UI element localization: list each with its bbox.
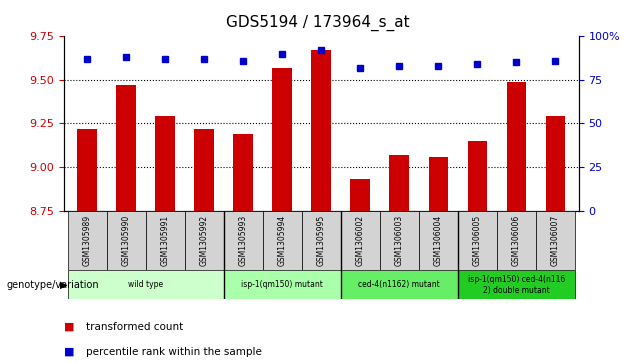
Bar bbox=[389, 155, 409, 211]
Bar bbox=[301, 211, 341, 270]
Bar bbox=[458, 211, 497, 270]
Text: ▶: ▶ bbox=[60, 280, 68, 290]
Text: isp-1(qm150) mutant: isp-1(qm150) mutant bbox=[241, 281, 323, 289]
Bar bbox=[233, 134, 253, 211]
Text: ■: ■ bbox=[64, 347, 74, 357]
Text: wild type: wild type bbox=[128, 281, 163, 289]
Bar bbox=[458, 270, 575, 299]
Text: GSM1306003: GSM1306003 bbox=[395, 215, 404, 266]
Text: isp-1(qm150) ced-4(n116
2) double mutant: isp-1(qm150) ced-4(n116 2) double mutant bbox=[467, 275, 565, 295]
Bar bbox=[341, 270, 458, 299]
Bar bbox=[107, 211, 146, 270]
Text: GDS5194 / 173964_s_at: GDS5194 / 173964_s_at bbox=[226, 15, 410, 31]
Text: GSM1306005: GSM1306005 bbox=[473, 215, 482, 266]
Bar bbox=[467, 141, 487, 211]
Bar bbox=[67, 270, 224, 299]
Bar bbox=[263, 211, 301, 270]
Text: GSM1305992: GSM1305992 bbox=[200, 215, 209, 266]
Text: ced-4(n1162) mutant: ced-4(n1162) mutant bbox=[358, 281, 440, 289]
Bar bbox=[312, 50, 331, 211]
Text: GSM1306004: GSM1306004 bbox=[434, 215, 443, 266]
Bar bbox=[272, 68, 292, 211]
Bar bbox=[116, 85, 136, 211]
Text: GSM1305990: GSM1305990 bbox=[121, 215, 130, 266]
Text: GSM1306002: GSM1306002 bbox=[356, 215, 364, 266]
Bar bbox=[429, 156, 448, 211]
Bar bbox=[341, 211, 380, 270]
Bar bbox=[77, 129, 97, 211]
Bar bbox=[380, 211, 418, 270]
Text: ■: ■ bbox=[64, 322, 74, 332]
Text: genotype/variation: genotype/variation bbox=[6, 280, 99, 290]
Bar bbox=[195, 129, 214, 211]
Text: GSM1306007: GSM1306007 bbox=[551, 215, 560, 266]
Bar bbox=[146, 211, 184, 270]
Bar bbox=[536, 211, 575, 270]
Bar bbox=[546, 117, 565, 211]
Text: percentile rank within the sample: percentile rank within the sample bbox=[86, 347, 262, 357]
Text: GSM1305991: GSM1305991 bbox=[160, 215, 170, 266]
Bar bbox=[224, 211, 263, 270]
Bar bbox=[497, 211, 536, 270]
Bar bbox=[506, 82, 526, 211]
Bar bbox=[224, 270, 341, 299]
Bar bbox=[418, 211, 458, 270]
Text: GSM1306006: GSM1306006 bbox=[512, 215, 521, 266]
Text: GSM1305994: GSM1305994 bbox=[278, 215, 287, 266]
Text: GSM1305989: GSM1305989 bbox=[83, 215, 92, 266]
Text: GSM1305995: GSM1305995 bbox=[317, 215, 326, 266]
Bar bbox=[350, 179, 370, 211]
Bar bbox=[184, 211, 224, 270]
Text: GSM1305993: GSM1305993 bbox=[238, 215, 247, 266]
Bar bbox=[67, 211, 107, 270]
Text: transformed count: transformed count bbox=[86, 322, 183, 332]
Bar bbox=[155, 117, 175, 211]
